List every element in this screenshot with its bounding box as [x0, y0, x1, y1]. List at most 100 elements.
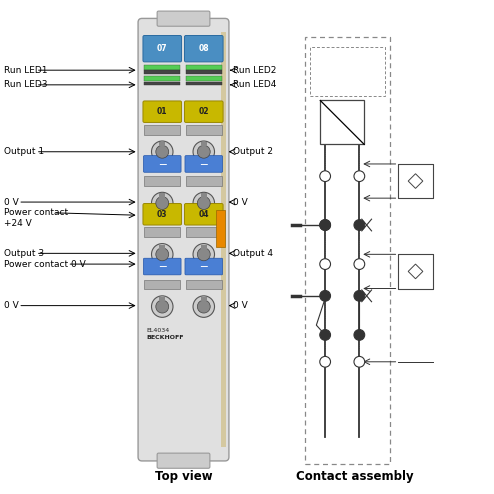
Text: 0 V: 0 V: [4, 198, 18, 206]
Text: 0 V: 0 V: [233, 198, 248, 206]
FancyBboxPatch shape: [143, 36, 182, 62]
Bar: [186, 227, 222, 237]
Circle shape: [197, 300, 210, 313]
FancyBboxPatch shape: [184, 101, 223, 123]
Text: Output 2: Output 2: [233, 147, 273, 156]
FancyBboxPatch shape: [143, 156, 181, 172]
Text: 02: 02: [199, 107, 209, 116]
Text: Run LED4: Run LED4: [233, 81, 277, 89]
Text: EL4034: EL4034: [146, 328, 169, 332]
FancyBboxPatch shape: [184, 36, 223, 62]
Bar: [186, 125, 222, 135]
Circle shape: [197, 248, 210, 261]
Text: Run LED1: Run LED1: [4, 66, 47, 75]
Circle shape: [354, 290, 365, 301]
Text: 03: 03: [157, 210, 167, 219]
Circle shape: [320, 290, 330, 301]
FancyBboxPatch shape: [143, 258, 181, 275]
Bar: [186, 176, 222, 186]
Text: 0 V: 0 V: [4, 301, 18, 310]
FancyBboxPatch shape: [185, 258, 223, 275]
Circle shape: [354, 220, 365, 230]
Text: Output 1: Output 1: [4, 147, 44, 156]
Text: Run LED3: Run LED3: [4, 81, 47, 89]
Circle shape: [354, 329, 365, 340]
Bar: [159, 245, 165, 249]
Text: 07: 07: [157, 44, 167, 53]
Bar: [399, 164, 433, 198]
Circle shape: [354, 259, 365, 269]
Bar: [305, 37, 390, 464]
Bar: [201, 245, 207, 249]
Circle shape: [152, 296, 173, 317]
Polygon shape: [408, 174, 423, 188]
Bar: [186, 65, 222, 70]
Text: Top view: Top view: [155, 470, 212, 483]
Circle shape: [320, 259, 330, 269]
FancyBboxPatch shape: [143, 101, 182, 123]
Bar: [186, 82, 222, 85]
Bar: [201, 142, 207, 146]
Bar: [186, 76, 222, 82]
Circle shape: [320, 356, 330, 367]
Bar: [144, 82, 180, 85]
Circle shape: [156, 248, 169, 261]
Bar: [144, 71, 180, 74]
Text: Contact assembly: Contact assembly: [295, 470, 413, 483]
Text: +24 V: +24 V: [4, 219, 32, 228]
FancyBboxPatch shape: [138, 18, 229, 461]
Text: 04: 04: [199, 210, 209, 219]
Bar: [399, 254, 433, 288]
Text: ─: ─: [159, 159, 165, 169]
Bar: [159, 142, 165, 146]
Circle shape: [320, 171, 330, 182]
Bar: [221, 32, 226, 447]
Bar: [144, 125, 180, 135]
Text: Power contact: Power contact: [4, 208, 68, 217]
FancyBboxPatch shape: [184, 204, 223, 225]
Bar: [144, 65, 180, 70]
Bar: [201, 193, 207, 198]
FancyBboxPatch shape: [143, 204, 182, 225]
Circle shape: [152, 141, 173, 163]
FancyBboxPatch shape: [185, 156, 223, 172]
Text: 08: 08: [199, 44, 209, 53]
Circle shape: [197, 145, 210, 158]
Circle shape: [320, 220, 330, 230]
Polygon shape: [408, 264, 423, 279]
Bar: [186, 71, 222, 74]
Text: BECKHOFF: BECKHOFF: [146, 335, 183, 340]
Bar: [310, 47, 385, 95]
Bar: [144, 76, 180, 82]
Circle shape: [193, 244, 214, 265]
Circle shape: [156, 300, 169, 313]
Text: Power contact 0 V: Power contact 0 V: [4, 259, 85, 269]
Circle shape: [354, 171, 365, 182]
Text: Output 3: Output 3: [4, 249, 44, 258]
Bar: [216, 210, 225, 247]
Text: ─: ─: [201, 159, 207, 169]
Text: 0 V: 0 V: [233, 301, 248, 310]
Text: Output 4: Output 4: [233, 249, 273, 258]
Circle shape: [152, 244, 173, 265]
Text: 01: 01: [157, 107, 167, 116]
Circle shape: [193, 192, 214, 214]
Circle shape: [156, 145, 169, 158]
Bar: [201, 297, 207, 301]
Circle shape: [320, 329, 330, 340]
Circle shape: [193, 296, 214, 317]
Circle shape: [320, 220, 330, 230]
Bar: [186, 280, 222, 289]
Circle shape: [354, 356, 365, 367]
Bar: [159, 297, 165, 301]
Text: ─: ─: [201, 261, 207, 272]
Circle shape: [152, 192, 173, 214]
Text: Run LED2: Run LED2: [233, 66, 277, 75]
FancyBboxPatch shape: [157, 11, 210, 26]
Bar: [144, 280, 180, 289]
FancyBboxPatch shape: [157, 453, 210, 468]
Bar: [159, 193, 165, 198]
Circle shape: [197, 197, 210, 209]
Text: ─: ─: [159, 261, 165, 272]
Bar: [144, 227, 180, 237]
